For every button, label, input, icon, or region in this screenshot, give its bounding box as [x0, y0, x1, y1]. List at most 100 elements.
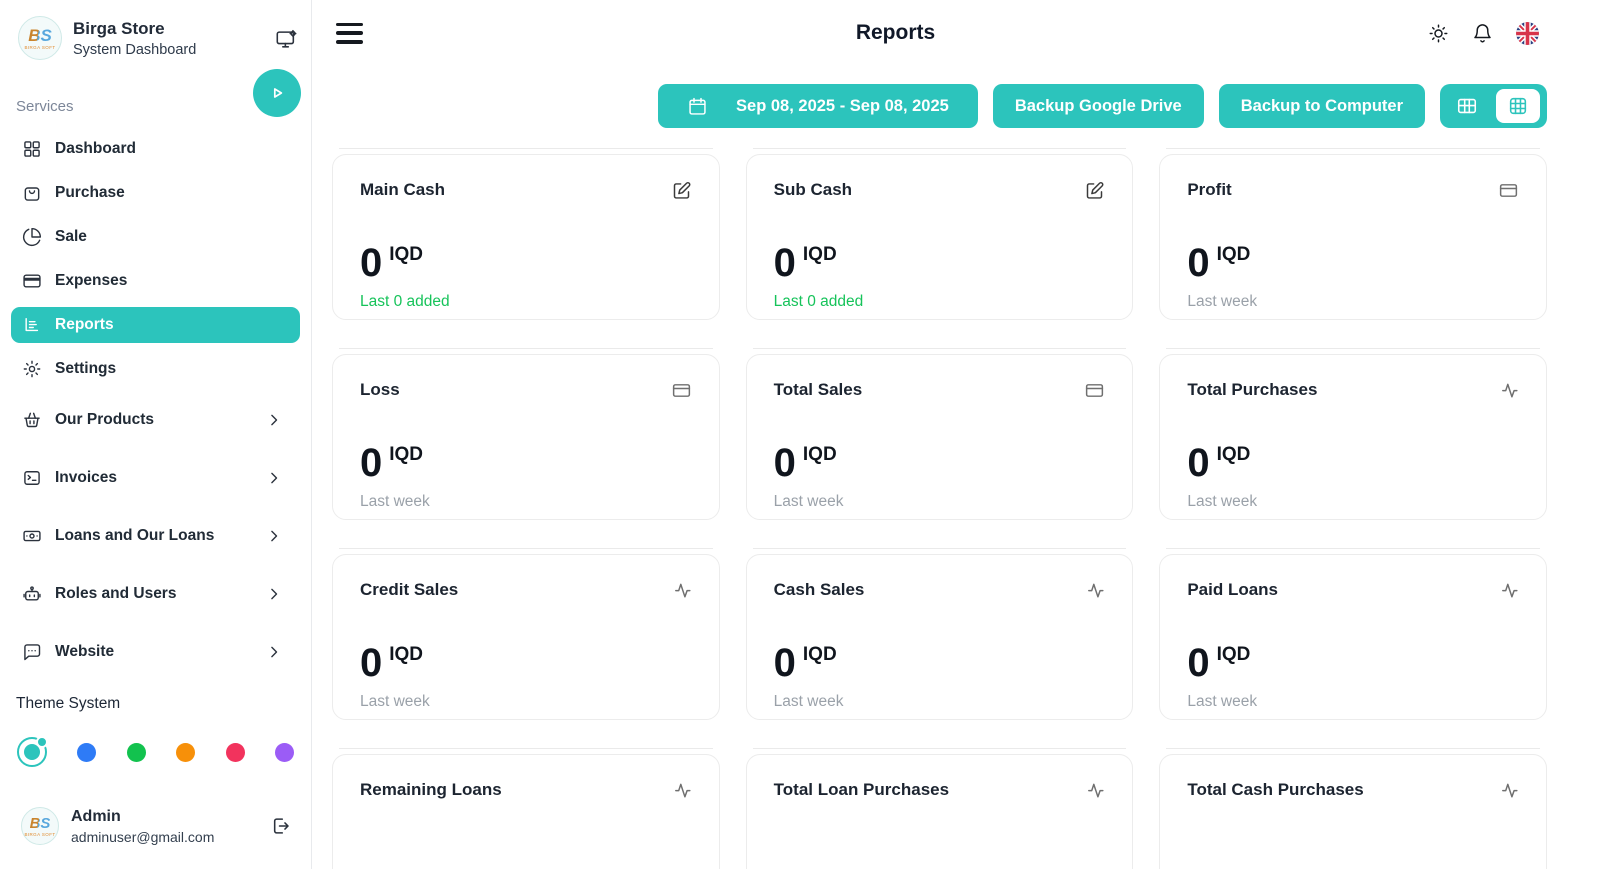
grid-icon [22, 139, 42, 159]
date-range-button[interactable]: Sep 08, 2025 - Sep 08, 2025 [658, 84, 978, 128]
card-head: Credit Sales [360, 580, 692, 601]
sidebar-item-purchase[interactable]: Purchase [0, 171, 311, 215]
report-card-cell: Total Cash Purchases [1159, 748, 1547, 869]
brand-logo: BS BIRGA SOFT [18, 16, 62, 60]
card-value-row: 0 IQD [773, 441, 1106, 485]
notifications-bell-icon[interactable] [1472, 23, 1493, 44]
chevron-right-icon [264, 584, 284, 604]
language-flag-icon[interactable] [1516, 21, 1539, 45]
card-value-row: 0 IQD [1187, 443, 1519, 483]
card-title: Main Cash [360, 180, 446, 199]
wallet-icon [671, 380, 692, 401]
sidebar-item-website[interactable]: Website [0, 623, 311, 681]
theme-color-purple[interactable] [274, 742, 294, 762]
sidebar-item-dashboard[interactable]: Dashboard [0, 127, 311, 171]
backup-to-computer-button[interactable]: Backup to Computer [1218, 84, 1425, 128]
sidebar-item-label: Roles and Users [55, 585, 177, 602]
avatar-logo-text: BS [29, 814, 51, 832]
banknote-icon [22, 526, 42, 546]
theme-color-orange[interactable] [176, 742, 196, 762]
sidebar-item-our-products[interactable]: Our Products [0, 391, 311, 449]
user-text: Admin adminuser@gmail.com [71, 808, 214, 845]
theme-color-green[interactable] [126, 742, 146, 762]
card-head: Sub Cash [774, 180, 1106, 201]
sidebar-item-sale[interactable]: Sale [0, 215, 311, 259]
play-button[interactable] [253, 69, 301, 117]
card-head: Remaining Loans [360, 780, 692, 801]
card-currency: IQD [389, 644, 424, 665]
sidebar-item-label: Expenses [55, 272, 128, 289]
theme-color-teal[interactable] [17, 736, 48, 767]
sidebar-item-expenses[interactable]: Expenses [0, 259, 311, 303]
card-head: Total Purchases [1187, 380, 1519, 401]
sidebar-item-settings[interactable]: Settings [0, 347, 311, 391]
report-card-cell: Paid Loans 0 IQD Last week [1159, 548, 1547, 720]
card-currency: IQD [1216, 444, 1251, 465]
card-currency: IQD [1216, 244, 1251, 265]
card-value: 0 [360, 641, 383, 685]
logout-icon[interactable] [269, 815, 291, 837]
card-currency: IQD [389, 244, 424, 265]
avatar-logo-subtext: BIRGA SOFT [24, 831, 56, 837]
sidebar-item-label: Invoices [55, 469, 118, 486]
report-card-main-cash: Main Cash 0 IQD Last 0 added [332, 154, 720, 320]
pulse-icon [1084, 780, 1105, 801]
card-title: Sub Cash [773, 180, 853, 199]
play-icon [265, 81, 289, 105]
report-card-cell: Sub Cash 0 IQD Last 0 added [745, 148, 1134, 320]
sidebar-item-label: Dashboard [55, 140, 136, 157]
card-subtitle: Last week [360, 493, 430, 510]
card-head: Total Cash Purchases [1187, 780, 1519, 801]
report-card-sub-cash: Sub Cash 0 IQD Last 0 added [745, 154, 1134, 320]
card-title: Total Sales [773, 380, 863, 399]
card-value: 0 [1187, 641, 1210, 685]
screen-settings-icon[interactable] [275, 28, 297, 50]
card-subtitle: Last week [1187, 493, 1258, 510]
card-subtitle: Last week [773, 493, 844, 510]
card-title: Credit Sales [360, 580, 459, 599]
report-card-cell: Total Sales 0 IQD Last week [745, 348, 1134, 520]
wallet-icon [1498, 180, 1519, 201]
card-head: Main Cash [360, 180, 692, 201]
card-title: Cash Sales [773, 580, 865, 599]
table-view-icon[interactable] [1447, 89, 1487, 123]
sidebar-item-label: Purchase [55, 184, 125, 201]
card-value-row: 0 IQD [360, 641, 692, 685]
card-head: Loss [360, 380, 692, 401]
card-value: 0 [773, 441, 796, 485]
report-card-credit-sales: Credit Sales 0 IQD Last week [332, 554, 720, 720]
edit-icon[interactable] [1084, 180, 1105, 201]
card-value-row: 0 IQD [774, 243, 1106, 283]
sidebar: BS BIRGA SOFT Birga Store System Dashboa… [0, 0, 312, 869]
backup-google-drive-button[interactable]: Backup Google Drive [992, 84, 1204, 128]
report-card-cell: Total Loan Purchases [745, 748, 1134, 869]
theme-color-picker [0, 736, 311, 767]
sidebar-item-invoices[interactable]: Invoices [0, 449, 311, 507]
brand-text: Birga Store System Dashboard [73, 19, 275, 58]
sidebar-item-label: Sale [55, 228, 87, 245]
report-card-cash-sales: Cash Sales 0 IQD Last week [745, 554, 1134, 720]
user-email: adminuser@gmail.com [71, 828, 215, 845]
report-card-total-purchases: Total Purchases 0 IQD Last week [1159, 354, 1547, 520]
user-name: Admin [71, 807, 121, 825]
card-title: Paid Loans [1187, 580, 1279, 599]
date-range-label: Sep 08, 2025 - Sep 08, 2025 [736, 96, 949, 115]
theme-sun-icon[interactable] [1428, 23, 1449, 44]
sidebar-item-reports[interactable]: Reports [11, 307, 300, 343]
chevron-right-icon [264, 468, 284, 488]
sidebar-item-label: Reports [55, 316, 114, 333]
sidebar-item-roles-users[interactable]: Roles and Users [0, 565, 311, 623]
card-currency: IQD [802, 444, 837, 465]
card-subtitle: Last 0 added [360, 293, 450, 310]
grid-view-icon[interactable] [1496, 89, 1540, 123]
edit-icon[interactable] [671, 180, 692, 201]
theme-color-red[interactable] [225, 742, 245, 762]
card-value-row: 0 IQD [360, 443, 692, 483]
report-card-cell: Profit 0 IQD Last week [1159, 148, 1547, 320]
sidebar-item-label: Website [55, 643, 115, 660]
menu-toggle-icon[interactable] [336, 22, 363, 44]
sidebar-item-loans[interactable]: Loans and Our Loans [0, 507, 311, 565]
theme-color-blue[interactable] [77, 742, 97, 762]
report-card-paid-loans: Paid Loans 0 IQD Last week [1159, 554, 1547, 720]
card-currency: IQD [1216, 644, 1251, 665]
